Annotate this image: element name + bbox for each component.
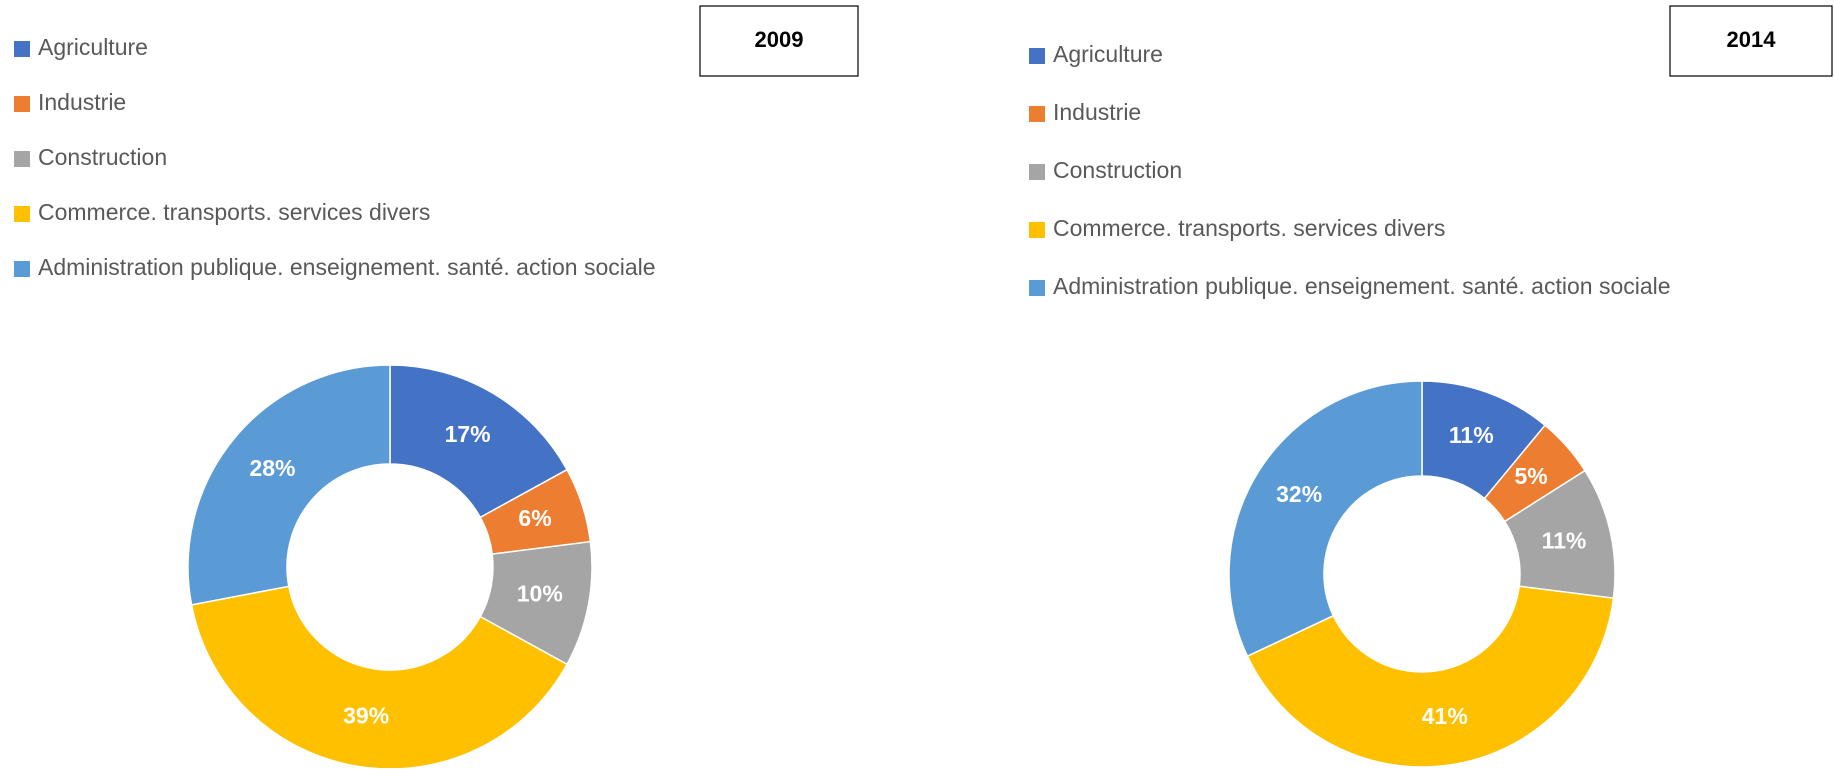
legend-swatch [14,96,30,112]
legend-swatch [14,41,30,57]
donut-segment [190,585,569,770]
legend-swatch [14,261,30,277]
data-label: 28% [249,455,295,481]
legend-swatch [1029,164,1045,180]
legend-label: Agriculture [38,34,148,60]
legend-swatch [14,206,30,222]
legend-swatch [1029,280,1045,296]
legend-label: Agriculture [1053,41,1163,67]
legend-swatch [14,151,30,167]
donut-chart: 2014 Agriculture Industrie Construction Comm… [1029,5,1833,768]
legend-label: Administration publique. enseignement. s… [1053,273,1671,299]
donut-segment [1246,585,1615,768]
data-label: 6% [518,505,551,531]
legend-label: Commerce. transports. services divers [1053,215,1445,241]
legend-label: Construction [1053,157,1182,183]
legend-label: Industrie [38,89,126,115]
donut-segment [1228,380,1423,658]
data-label: 11% [1542,527,1587,553]
data-label: 10% [517,581,563,607]
legend-swatch [1029,222,1045,238]
donut-segment [187,364,391,606]
data-label: 41% [1422,703,1468,729]
title-box [699,5,859,77]
legend-label: Commerce. transports. services divers [38,199,430,225]
data-label: 32% [1276,481,1322,507]
legend-label: Construction [38,144,167,170]
title-box [1669,5,1833,77]
legend-label: Administration publique. enseignement. s… [38,254,656,280]
data-label: 39% [343,703,389,729]
data-label: 11% [1449,422,1494,448]
legend-label: Industrie [1053,99,1141,125]
data-label: 17% [445,421,491,447]
legend-swatch [1029,106,1045,122]
data-label: 5% [1515,463,1548,489]
chart-title: 2014 [1727,27,1777,52]
chart-title: 2009 [755,27,804,52]
donut-segment [389,364,569,519]
donut-chart: 2009 Agriculture Industrie Construction Comm… [14,5,859,770]
legend-swatch [1029,48,1045,64]
